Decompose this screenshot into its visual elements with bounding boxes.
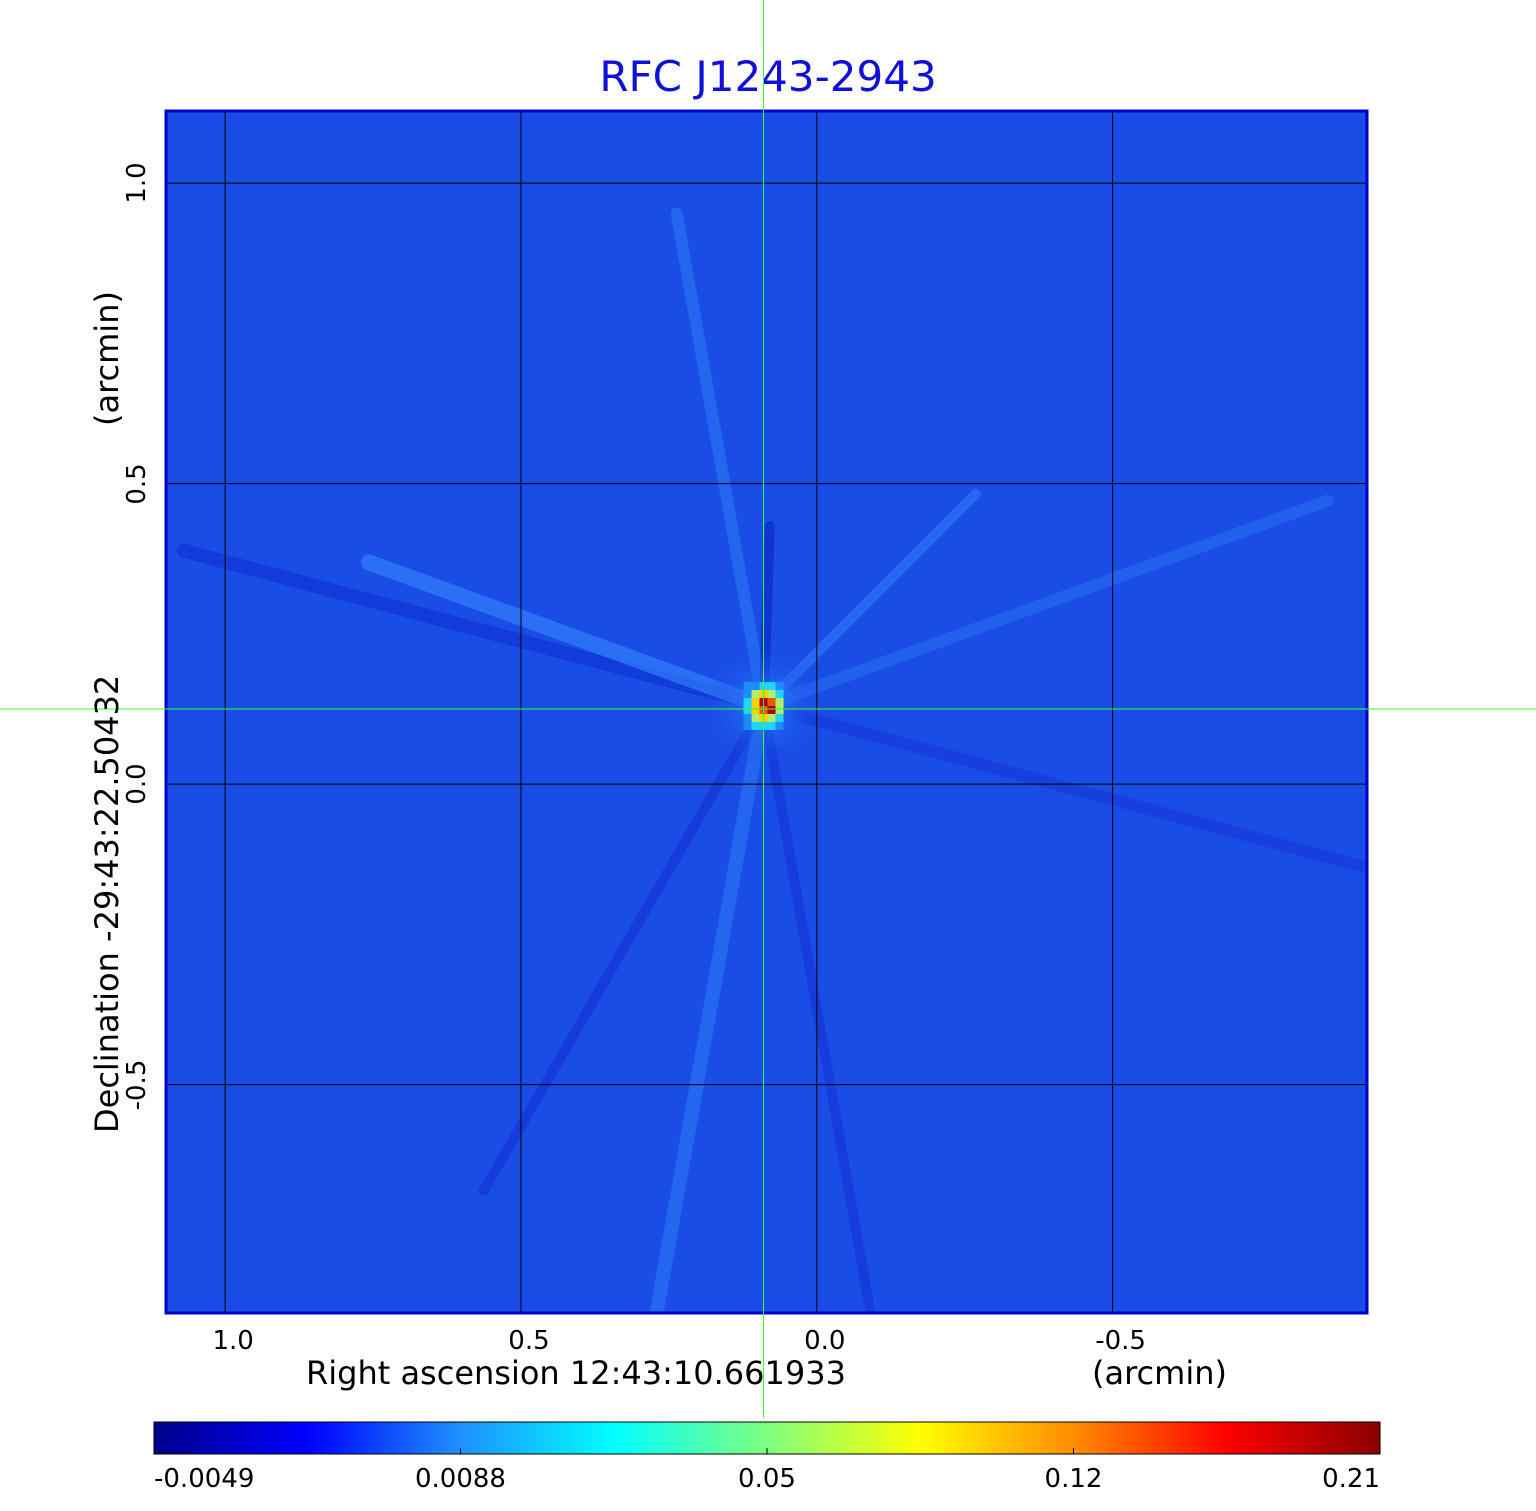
x-tick-label: -0.5 (1095, 1326, 1146, 1356)
source-pixel (775, 721, 784, 730)
y-axis-label: Declination -29:43:22.50432 (88, 674, 126, 1133)
image-ray (757, 494, 1334, 712)
colorbar-tick-label: 0.12 (1044, 1464, 1103, 1494)
source-pixel (743, 697, 752, 706)
source-pixel (743, 681, 752, 690)
source-pixel (767, 705, 776, 714)
y-tick-label: -0.5 (122, 1059, 152, 1110)
source-pixel (743, 705, 752, 714)
source-pixel (743, 713, 752, 722)
y-axis-unit: (arcmin) (88, 291, 126, 426)
x-tick-label: 0.0 (804, 1326, 846, 1356)
x-tick-label: 1.0 (212, 1326, 254, 1356)
image-ray (176, 543, 771, 713)
chart-title: RFC J1243-2943 (599, 52, 937, 101)
source-pixel (751, 713, 760, 722)
image-ray (758, 700, 876, 1313)
source-pixel (751, 721, 760, 730)
source-pixel (767, 721, 776, 730)
source-pixel (751, 681, 760, 690)
source-pixel (775, 713, 784, 722)
x-axis-unit: (arcmin) (1092, 1354, 1227, 1392)
source-pixel (751, 697, 760, 706)
source-pixel (767, 689, 776, 698)
source-pixel (775, 689, 784, 698)
source-pixel (775, 697, 784, 706)
colorbar-tick-label: 0.0088 (415, 1464, 506, 1494)
source-pixel (743, 721, 752, 730)
y-tick-label: 0.0 (122, 763, 152, 805)
y-tick-label: 0.5 (122, 462, 152, 505)
source-pixel (743, 689, 752, 698)
source-pixel (775, 681, 784, 690)
source-pixel (751, 705, 760, 714)
source-pixel (767, 681, 776, 690)
colorbar-tick-label: 0.05 (738, 1464, 796, 1494)
plot-frame (164, 109, 1369, 1315)
source-pixel (767, 697, 776, 706)
source-pixel (775, 705, 784, 714)
image-ray (649, 698, 771, 1313)
x-tick-label: 0.5 (508, 1326, 550, 1356)
image-ray (670, 207, 770, 712)
colorbar-tick-label: -0.0049 (154, 1464, 255, 1494)
y-tick-label: 1.0 (122, 162, 152, 204)
image-ray (360, 554, 772, 714)
x-axis-label: Right ascension 12:43:10.661933 (306, 1354, 846, 1392)
source-pixel (751, 689, 760, 698)
image-ray (757, 699, 1367, 874)
image-ray (478, 700, 769, 1196)
source-pixel (767, 713, 776, 722)
colorbar-tick-label: 0.21 (1322, 1464, 1380, 1494)
